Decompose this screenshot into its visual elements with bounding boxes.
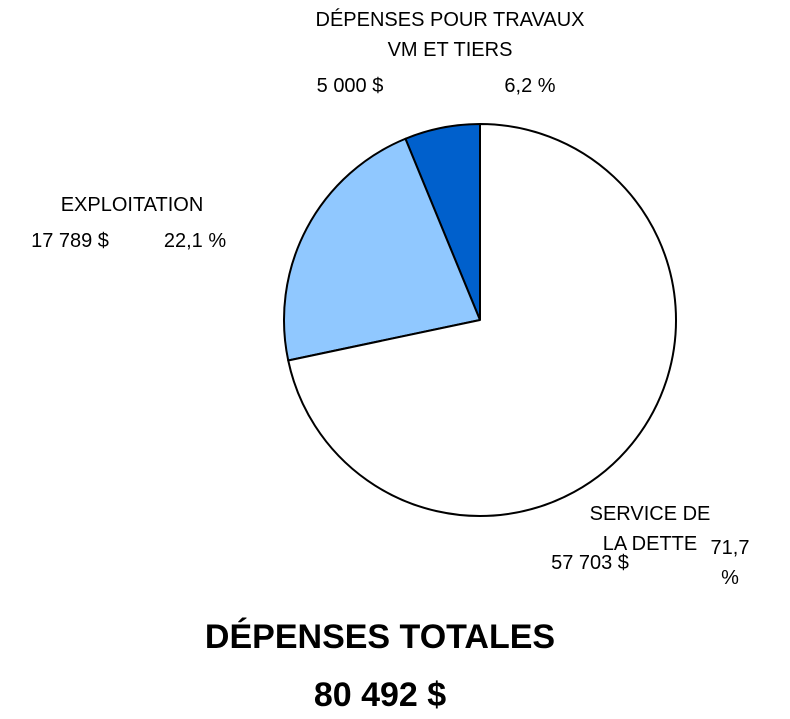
chart-title: DÉPENSES TOTALES bbox=[204, 618, 556, 656]
value-label: 57 703 $ bbox=[551, 552, 629, 574]
slice-label: EXPLOITATION bbox=[60, 194, 204, 216]
pie-slice bbox=[283, 137, 481, 362]
percent-label: 6,2 % bbox=[504, 75, 556, 97]
slice-label: DÉPENSES POUR TRAVAUX VM ET TIERS bbox=[315, 9, 585, 61]
pie-slice bbox=[287, 123, 677, 517]
total: 80 492 $ bbox=[313, 676, 447, 714]
value-label: 17 789 $ bbox=[31, 230, 109, 252]
value-label: 5 000 $ bbox=[316, 75, 384, 97]
percent-label: 71,7 % bbox=[710, 537, 750, 589]
slice-label: SERVICE DE LA DETTE bbox=[589, 503, 711, 555]
percent-label: 22,1 % bbox=[163, 230, 227, 252]
